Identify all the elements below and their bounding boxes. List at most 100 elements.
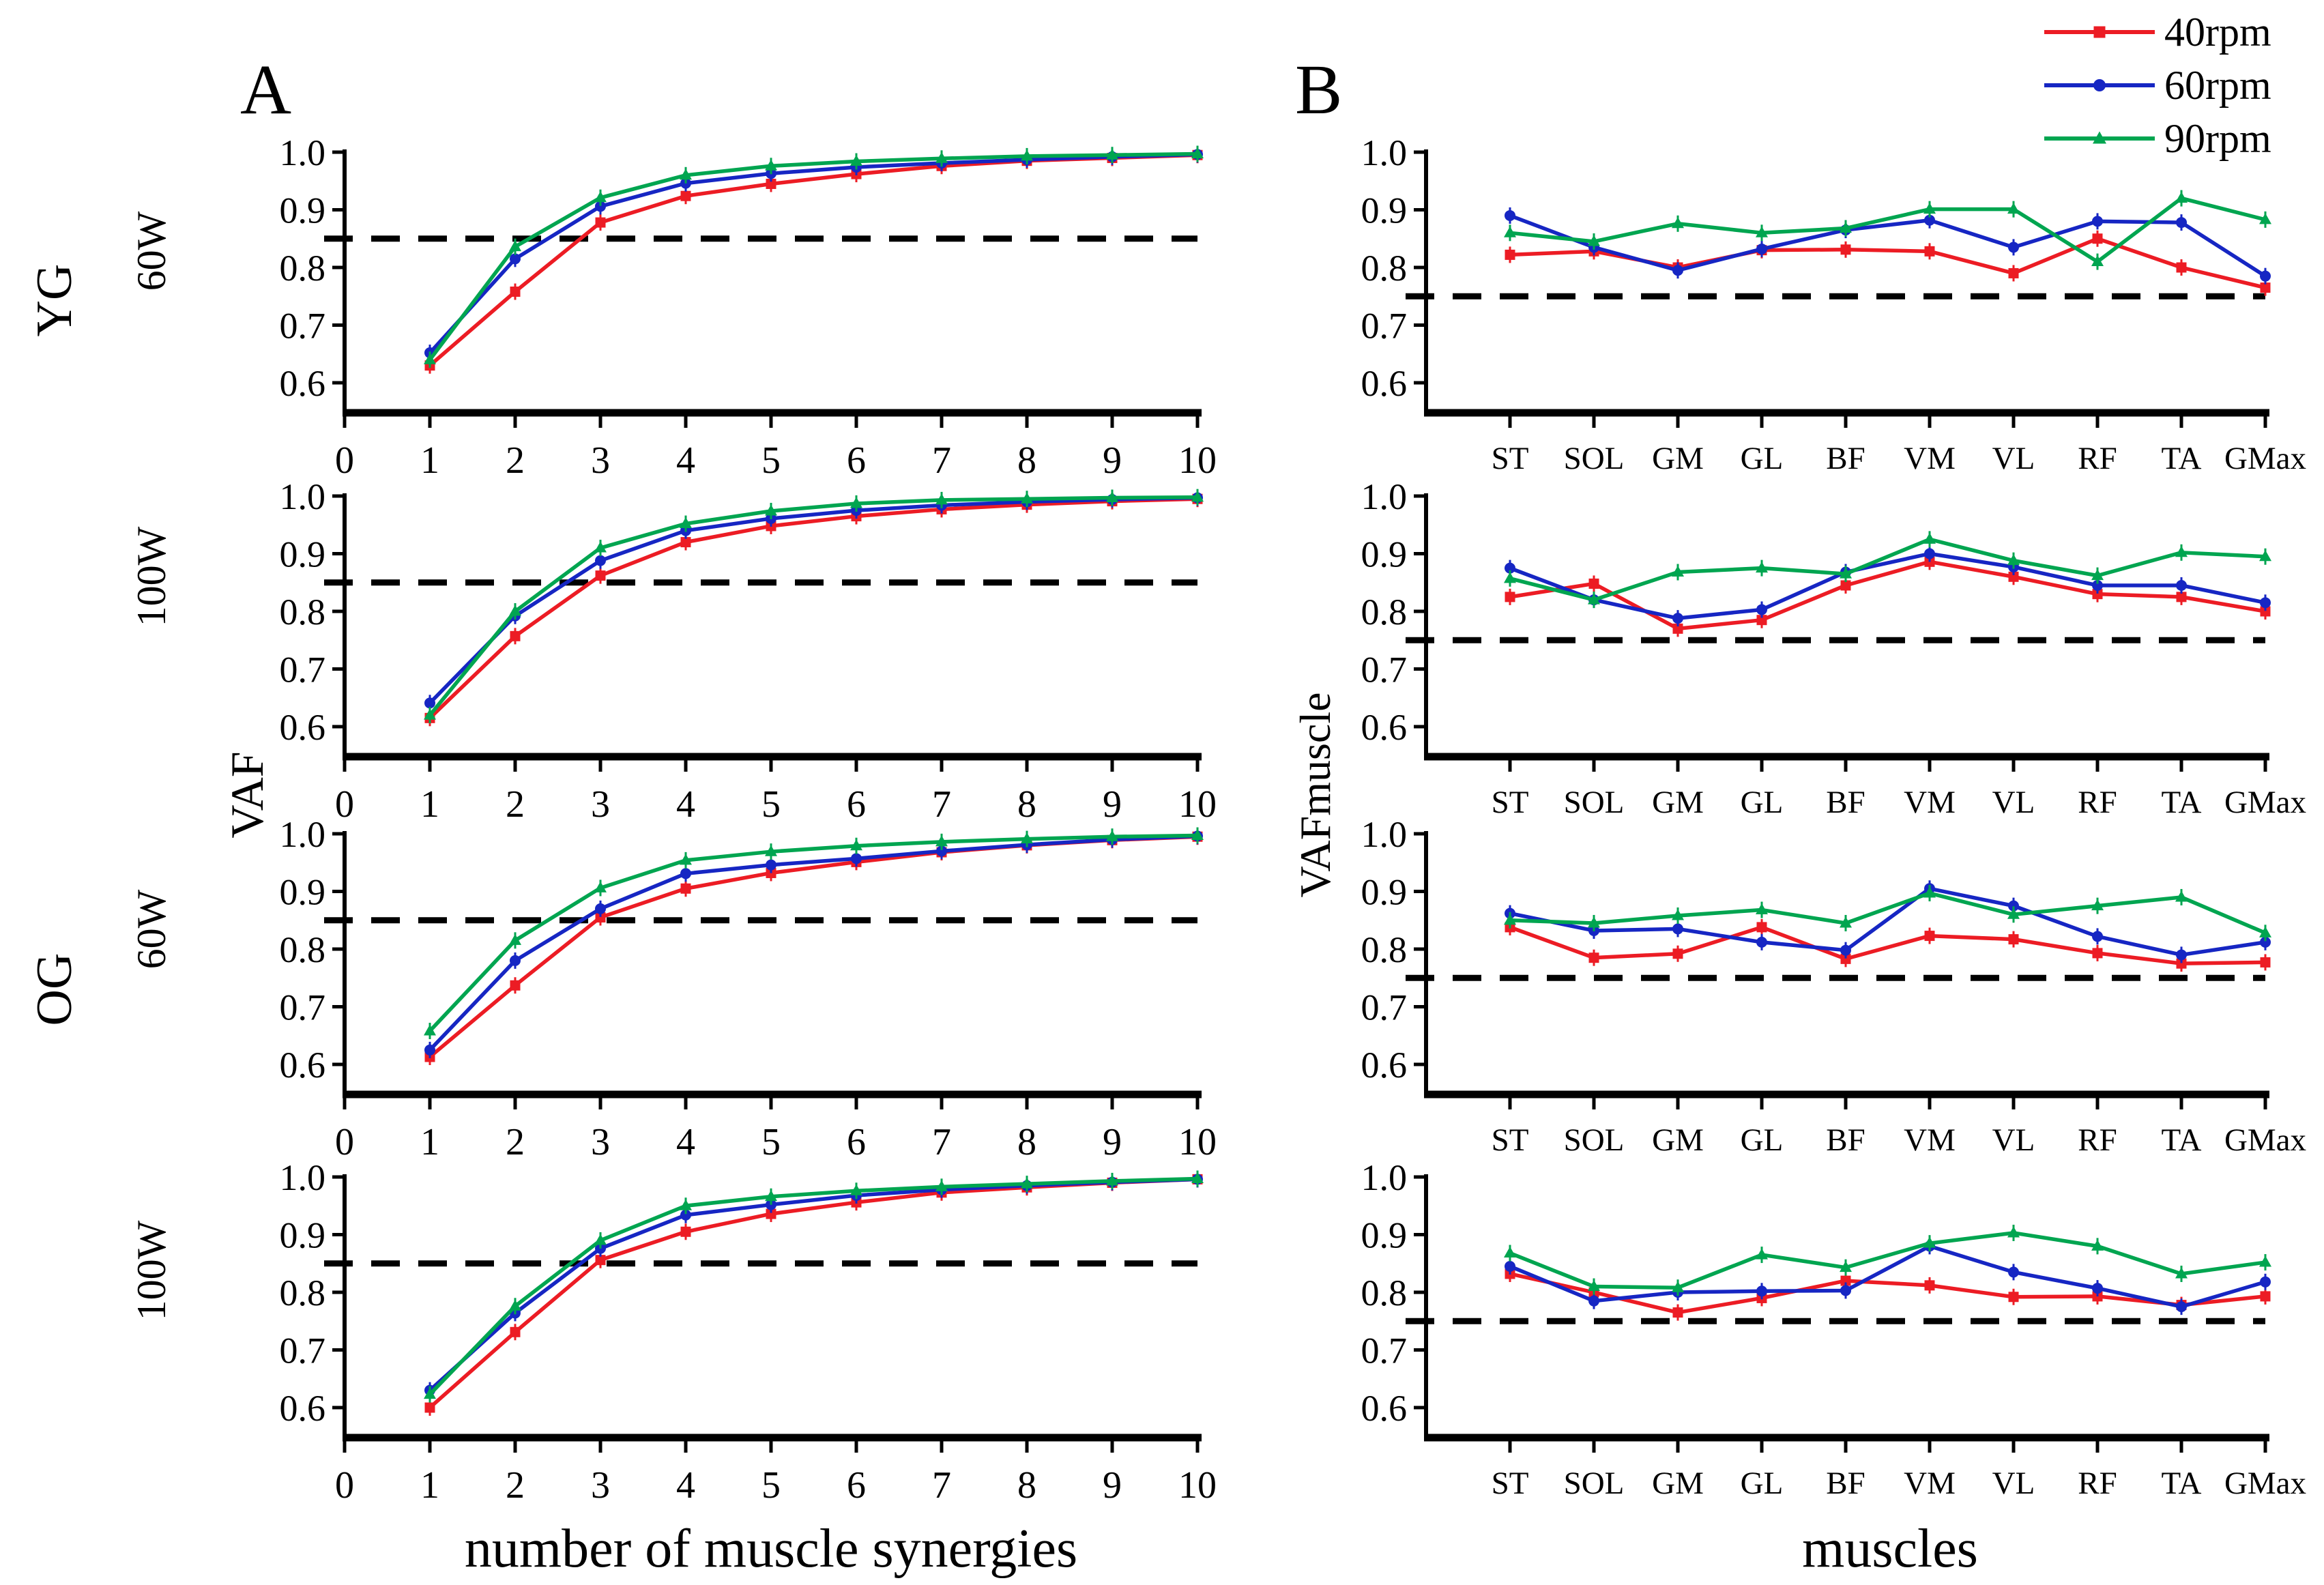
y-tick-label: 1.0: [280, 476, 326, 517]
series-line-60rpm: [429, 495, 1198, 705]
data-point-marker: [2008, 571, 2019, 582]
y-tick-label: 1.0: [280, 132, 326, 173]
y-tick-label: 1.0: [1361, 814, 1408, 855]
x-tick-label: GM: [1652, 785, 1704, 820]
data-point-marker: [424, 353, 436, 364]
series-line-40rpm: [1509, 925, 2266, 965]
data-point-marker: [2007, 554, 2020, 566]
series-markers-90rpm: [1504, 531, 2271, 609]
data-point-marker: [2093, 131, 2106, 144]
data-point-marker: [1191, 147, 1204, 159]
y-tick-label: 0.6: [280, 707, 326, 748]
legend: 40rpm 60rpm 90rpm: [2042, 11, 2271, 160]
y-tick-label: 0.6: [1361, 1045, 1408, 1086]
x-tick-label: 2: [506, 1121, 525, 1163]
x-tick-label: 4: [676, 783, 695, 826]
x-tick-label: 9: [1103, 1121, 1122, 1163]
x-tick-label: 7: [932, 783, 951, 826]
data-point-marker: [2007, 1226, 2020, 1238]
x-tick-label: ST: [1492, 441, 1529, 476]
data-point-marker: [935, 1180, 948, 1191]
data-point-marker: [1840, 1261, 1852, 1273]
chart-A-OG-60W: 1.0 0.9 0.8 0.7 0.60 1 2 3 4 5 6 7 8 9 10: [280, 814, 1217, 1163]
data-point-marker: [2175, 192, 2188, 203]
y-tick-label: 0.9: [1361, 534, 1408, 575]
y-tick-label: 0.6: [1361, 363, 1408, 404]
data-point-marker: [1756, 903, 1768, 915]
x-tick-label: 4: [676, 439, 695, 482]
data-point-marker: [424, 1388, 436, 1399]
data-point-marker: [1505, 249, 1515, 260]
data-point-marker: [424, 1044, 435, 1056]
y-tick-label: 0.7: [1361, 650, 1408, 690]
data-point-marker: [1505, 1260, 1515, 1272]
x-tick-label: VM: [1904, 785, 1956, 820]
data-point-marker: [1672, 923, 1683, 935]
x-tick-label: 8: [1017, 439, 1036, 482]
x-tick-label: 10: [1178, 439, 1217, 482]
data-point-marker: [2259, 1255, 2271, 1267]
row-label-60w-1: 60W: [129, 211, 174, 291]
chart-B-YG-60W: 1.0 0.9 0.8 0.7 0.6 ST SOL GM GL BF VM VL RF TA GMax: [1361, 132, 2307, 476]
data-point-marker: [1756, 936, 1767, 948]
data-point-marker: [2008, 242, 2019, 253]
x-tick-label: GMax: [2224, 1466, 2306, 1501]
data-point-marker: [2176, 262, 2187, 273]
data-point-marker: [1924, 548, 1935, 559]
x-tick-label: VL: [1992, 1466, 2035, 1501]
data-point-marker: [424, 1402, 435, 1413]
data-point-marker: [1672, 1281, 1684, 1292]
legend-item-60rpm: 60rpm: [2042, 64, 2271, 106]
y-tick-label: 1.0: [280, 814, 326, 855]
data-point-marker: [2092, 233, 2103, 244]
legend-item-90rpm: 90rpm: [2042, 117, 2271, 160]
data-point-marker: [510, 1326, 521, 1337]
data-point-marker: [680, 1209, 691, 1221]
x-tick-label: 0: [335, 439, 354, 482]
y-tick-label: 0.6: [1361, 707, 1408, 748]
legend-label-40rpm: 40rpm: [2164, 10, 2271, 55]
y-tick-label: 0.7: [280, 1330, 326, 1371]
legend-swatch-90rpm-icon: [2044, 131, 2155, 144]
series-markers-60rpm: [1505, 207, 2271, 285]
data-point-marker: [2091, 899, 2104, 911]
data-point-marker: [595, 555, 606, 566]
x-tick-label: VL: [1992, 785, 2035, 820]
data-point-marker: [1840, 1275, 1851, 1286]
x-tick-label: 8: [1017, 1121, 1036, 1163]
x-tick-label: 6: [847, 783, 866, 826]
series-line-40rpm: [429, 834, 1198, 1059]
x-tick-label: 6: [847, 1121, 866, 1163]
y-tick-label: 0.7: [1361, 306, 1408, 347]
data-point-marker: [1504, 914, 1516, 925]
data-point-marker: [2175, 890, 2188, 902]
series-markers-90rpm: [424, 489, 1204, 724]
data-point-marker: [2176, 579, 2187, 591]
data-point-marker: [1672, 623, 1683, 634]
series-markers-90rpm: [424, 1170, 1204, 1403]
chart-A-YG-100W: 1.0 0.9 0.8 0.7 0.60 1 2 3 4 5 6 7 8 9 10: [280, 476, 1217, 826]
y-tick-label: 1.0: [280, 1157, 326, 1198]
y-tick-label: 0.7: [280, 650, 326, 690]
data-point-marker: [2260, 1291, 2271, 1302]
data-point-marker: [1923, 203, 1936, 214]
data-point-marker: [510, 980, 521, 991]
data-point-marker: [765, 845, 777, 856]
data-point-marker: [2259, 213, 2271, 224]
data-point-marker: [2092, 216, 2103, 227]
x-tick-label: 0: [335, 783, 354, 826]
data-point-marker: [1106, 830, 1118, 841]
x-tick-label: 2: [506, 1464, 525, 1507]
data-point-marker: [1923, 1236, 1936, 1248]
data-point-marker: [680, 190, 691, 201]
data-point-marker: [2008, 1292, 2019, 1303]
data-point-marker: [1021, 149, 1033, 161]
chart-A-OG-100W: 1.0 0.9 0.8 0.7 0.60 1 2 3 4 5 6 7 8 9 10: [280, 1157, 1217, 1507]
data-point-marker: [1756, 604, 1767, 615]
series-line-40rpm: [429, 1177, 1198, 1410]
data-point-marker: [1756, 226, 1768, 237]
y-tick-label: 0.7: [280, 306, 326, 347]
y-tick-label: 0.6: [280, 1045, 326, 1086]
x-tick-label: 2: [506, 439, 525, 482]
x-tick-label: GM: [1652, 1466, 1704, 1501]
